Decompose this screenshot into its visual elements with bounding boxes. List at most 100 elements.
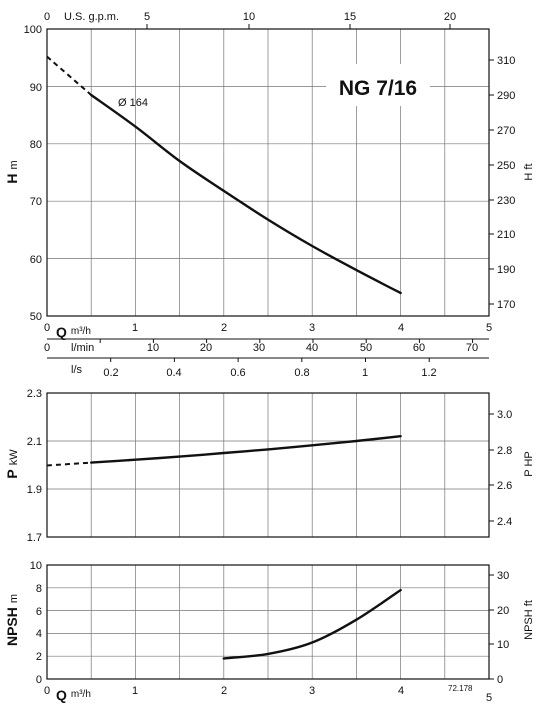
head-y-label: Hm	[4, 160, 20, 183]
top-tick: 0	[44, 11, 50, 23]
head-y-label-symbol: H	[4, 174, 20, 184]
power-y-label: PkW	[4, 449, 20, 479]
head-y-label-unit: m	[8, 160, 20, 169]
power-y-label-symbol: P	[4, 469, 20, 478]
h-tick: 70	[30, 196, 42, 208]
npsh-tick: 4	[36, 628, 42, 640]
lmin-tick: 70	[466, 342, 478, 354]
npsh-tick: 8	[36, 583, 42, 595]
top-tick: 20	[444, 11, 456, 23]
npsh-ft-tick: 0	[497, 674, 503, 686]
npsh-tick: 2	[36, 651, 42, 663]
head-extrapolated-line	[46, 55, 92, 96]
head-right-label: H ft	[523, 163, 535, 180]
lmin-label: l/min	[71, 342, 94, 354]
top-axis-tickmarks	[146, 24, 451, 29]
power-chart: 2.3 2.1 1.9 1.7 PkW 2.4 2.6 2.8 3.0 P HP	[4, 388, 535, 544]
q-unit: m³/h	[71, 326, 91, 337]
npsh-ft-tick: 20	[497, 605, 509, 617]
npsh-y-label-symbol: NPSH	[4, 607, 20, 646]
ls-tick: 1.2	[421, 367, 436, 379]
svg-text:NPSHm: NPSH m	[4, 594, 20, 646]
hft-tick: 250	[497, 160, 515, 172]
q-tick: 1	[132, 322, 138, 334]
head-right-ticks: 170 190 210 230 250 270 290 310	[489, 55, 515, 311]
npsh-ft-tick: 30	[497, 570, 509, 582]
impeller-diameter-label: Ø 164	[118, 97, 148, 109]
hft-tick: 210	[497, 229, 515, 241]
h-tick: 90	[30, 82, 42, 94]
head-plot-frame	[46, 28, 490, 317]
figure-code: 72.178	[448, 684, 473, 693]
head-x-ticks: 0 1 2 3 4 5	[44, 322, 492, 334]
lmin-tick: 40	[306, 342, 318, 354]
npsh-tick: 0	[36, 674, 42, 686]
npsh-q-tick: 3	[309, 685, 315, 697]
npsh-q-tick: 1	[132, 685, 138, 697]
hft-tick: 190	[497, 264, 515, 276]
svg-text:Hm: Hm	[4, 160, 20, 183]
top-axis-label: U.S. g.p.m.	[64, 11, 119, 23]
p-tick: 1.7	[27, 532, 42, 544]
h-tick: 60	[30, 254, 42, 266]
hft-tick: 270	[497, 125, 515, 137]
top-tick: 15	[344, 11, 356, 23]
hp-tick: 2.6	[497, 480, 512, 492]
npsh-q-tick: 2	[221, 685, 227, 697]
title-box	[326, 64, 430, 106]
power-y-label-unit: kW	[8, 449, 20, 466]
ls-tick: 1	[362, 367, 368, 379]
hft-tick: 290	[497, 90, 515, 102]
npsh-chart: 10 8 6 4 2 0 NPSHm 0 10 20 30 NPSH ft 0 …	[4, 560, 535, 704]
top-tick: 10	[243, 11, 255, 23]
ls-tick: 0.4	[166, 367, 181, 379]
lmin-tick: 20	[200, 342, 212, 354]
top-axis-ticks: 0 5 10 15 20	[44, 11, 456, 23]
lmin-tick: 60	[413, 342, 425, 354]
power-grid	[47, 393, 489, 537]
power-extrapolated-line	[46, 461, 92, 467]
q-tick: 0	[44, 322, 50, 334]
hp-tick: 2.8	[497, 445, 512, 457]
q-symbol: Q	[56, 324, 67, 340]
top-tick: 5	[144, 11, 150, 23]
npsh-q-tick: 5	[486, 692, 492, 704]
hp-tick: 2.4	[497, 516, 512, 528]
npsh-q-tick: 0	[44, 685, 50, 697]
lmin-tick: 50	[360, 342, 372, 354]
hp-tick: 3.0	[497, 409, 512, 421]
ls-tick: 0.2	[103, 367, 118, 379]
h-tick: 100	[24, 24, 42, 36]
chart-title: NG 7/16	[339, 77, 417, 100]
npsh-y-label: NPSH m	[4, 594, 20, 646]
q-tick: 2	[221, 322, 227, 334]
head-chart: U.S. g.p.m. 0 5 10 15 20 100 90 80 70 60…	[4, 11, 535, 340]
lmin-tick: 30	[253, 342, 265, 354]
ls-label: l/s	[71, 364, 83, 376]
q-tick: 5	[486, 322, 492, 334]
lmin-tick: 0	[44, 342, 50, 354]
npsh-tick: 6	[36, 606, 42, 618]
h-tick: 80	[30, 139, 42, 151]
power-right-label: P HP	[523, 451, 535, 476]
flow-scales: 0 l/min 10 20 30 40 50 60 70 l/s 0.2 0.4…	[44, 338, 489, 379]
hft-tick: 310	[497, 55, 515, 67]
npsh-q-tick: 4	[398, 685, 404, 697]
npsh-grid	[47, 565, 489, 679]
npsh-curve	[222, 588, 402, 660]
npsh-ft-tick: 10	[497, 639, 509, 651]
npsh-plot-frame	[46, 564, 490, 680]
npsh-tick: 10	[30, 560, 42, 572]
npsh-y-label-unit: m	[8, 594, 20, 603]
p-tick: 2.1	[27, 436, 42, 448]
q-tick: 4	[398, 322, 404, 334]
svg-text:PkW: PkW	[4, 449, 20, 479]
head-y-ticks: 100 90 80 70 60 50	[24, 24, 42, 323]
p-tick: 2.3	[27, 388, 42, 400]
head-curve	[90, 93, 402, 295]
lmin-tick: 10	[147, 342, 159, 354]
hft-tick: 170	[497, 299, 515, 311]
npsh-q-symbol: Q	[56, 687, 67, 703]
